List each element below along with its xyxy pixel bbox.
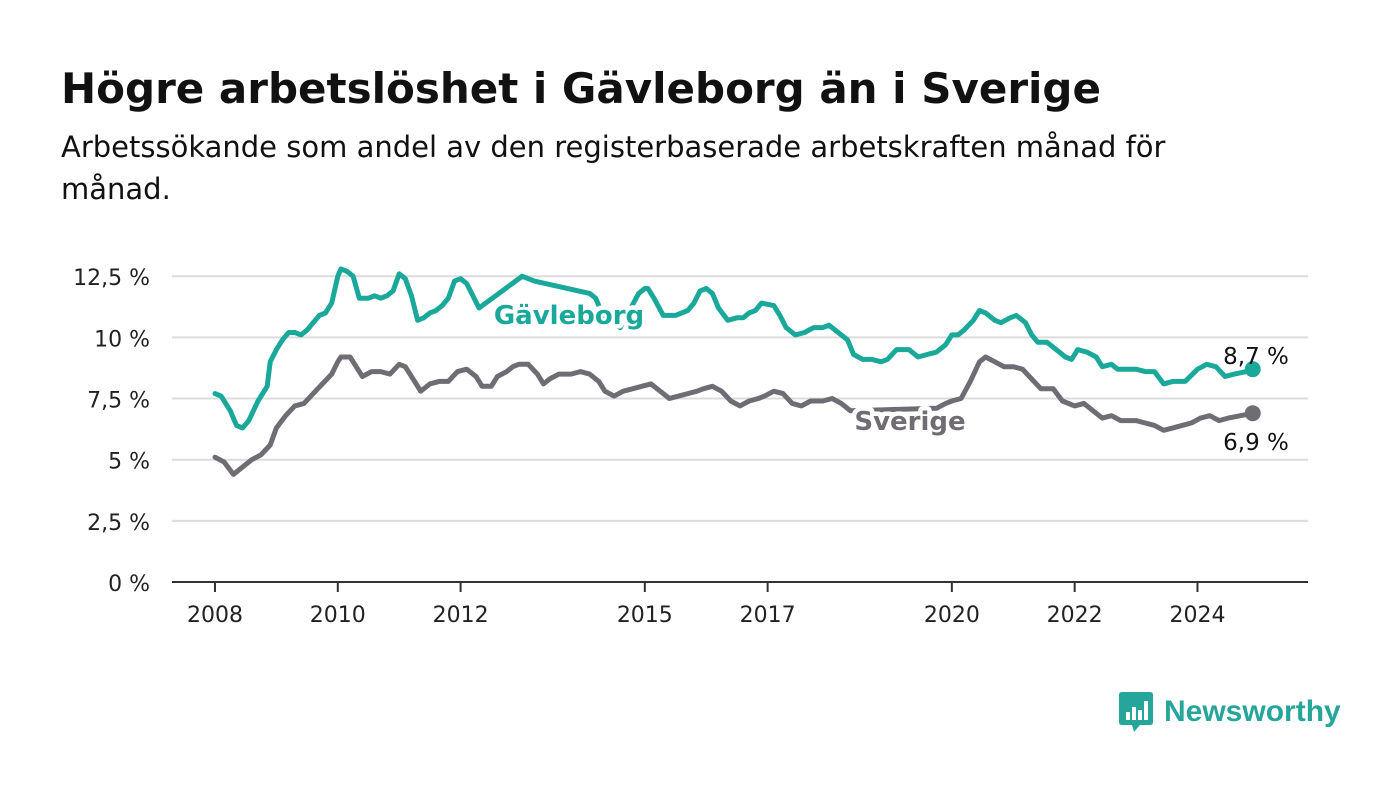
x-tick-label: 2008 bbox=[187, 603, 243, 628]
series-lines bbox=[212, 266, 1261, 477]
y-tick-label: 7,5 % bbox=[87, 389, 150, 414]
series-line-sverige bbox=[212, 354, 1256, 477]
x-tick-label: 2024 bbox=[1169, 603, 1225, 628]
x-tick-label: 2010 bbox=[310, 603, 366, 628]
series-label-g-vleborg: Gävleborg bbox=[494, 301, 644, 331]
x-axis-ticks: 2008 2010 2012 2015 2017 2020 2022 2024 bbox=[187, 582, 1225, 628]
end-label-g-vleborg: 8,7 % bbox=[1223, 344, 1289, 370]
y-tick-label: 0 % bbox=[108, 572, 150, 597]
x-tick-label: 2015 bbox=[617, 603, 673, 628]
y-tick-label: 10 % bbox=[94, 327, 150, 352]
brand-name: Newsworthy bbox=[1164, 695, 1341, 728]
series-label-sverige: Sverige bbox=[854, 407, 965, 437]
grid-lines bbox=[172, 275, 1308, 522]
y-tick-label: 5 % bbox=[108, 450, 150, 475]
x-tick-label: 2012 bbox=[433, 603, 489, 628]
x-tick-label: 2022 bbox=[1047, 603, 1103, 628]
newsworthy-logo: Newsworthy bbox=[1118, 690, 1341, 734]
y-tick-label: 12,5 % bbox=[73, 266, 150, 291]
y-axis-labels: 0 % 2,5 % 5 % 7,5 % 10 % 12,5 % bbox=[73, 266, 150, 597]
end-point-g-vleborg bbox=[1244, 361, 1261, 378]
chart-subtitle: Arbetssökande som andel av den registerb… bbox=[61, 130, 1166, 206]
chart-title: Högre arbetslöshet i Gävleborg än i Sver… bbox=[61, 64, 1101, 113]
newsworthy-icon bbox=[1119, 692, 1153, 732]
x-tick-label: 2020 bbox=[924, 603, 980, 628]
x-tick-label: 2017 bbox=[740, 603, 796, 628]
series-labels: 8,7 % 6,9 % Gävleborg Sverige bbox=[489, 297, 1289, 457]
series-line-g-vleborg bbox=[212, 266, 1256, 431]
end-label-sverige: 6,9 % bbox=[1223, 430, 1289, 456]
end-point-sverige bbox=[1244, 405, 1261, 422]
y-tick-label: 2,5 % bbox=[87, 511, 150, 536]
